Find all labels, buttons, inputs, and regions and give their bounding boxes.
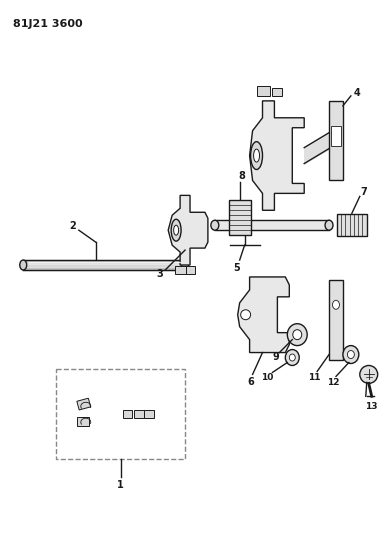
Bar: [56, 369, 185, 459]
Polygon shape: [168, 196, 208, 265]
Text: 13: 13: [365, 402, 378, 411]
Ellipse shape: [333, 300, 340, 309]
Bar: [337, 214, 367, 236]
Bar: [144, 410, 154, 418]
Ellipse shape: [347, 351, 354, 359]
Bar: [329, 101, 343, 181]
Bar: [256, 86, 270, 96]
Bar: [77, 417, 89, 426]
Text: 2: 2: [69, 221, 76, 231]
Ellipse shape: [289, 354, 295, 361]
Bar: [329, 280, 343, 360]
Ellipse shape: [174, 225, 178, 235]
Ellipse shape: [20, 260, 27, 270]
Polygon shape: [249, 101, 304, 211]
Text: 7: 7: [360, 188, 367, 197]
Text: 5: 5: [233, 263, 240, 273]
Ellipse shape: [325, 220, 333, 230]
Text: 9: 9: [272, 352, 279, 361]
Ellipse shape: [182, 260, 189, 270]
Bar: [272, 88, 282, 96]
Polygon shape: [238, 277, 289, 352]
Circle shape: [360, 366, 378, 383]
Bar: [175, 266, 187, 274]
Text: 12: 12: [327, 378, 339, 387]
Text: 3: 3: [157, 269, 164, 279]
Ellipse shape: [171, 219, 181, 241]
Text: 11: 11: [308, 373, 320, 382]
Circle shape: [241, 310, 251, 320]
Text: 81J21 3600: 81J21 3600: [13, 19, 83, 29]
Ellipse shape: [285, 350, 299, 366]
Bar: [331, 126, 341, 146]
Ellipse shape: [251, 142, 263, 169]
Text: 8: 8: [238, 172, 245, 181]
Text: 4: 4: [353, 88, 360, 98]
Text: 6: 6: [247, 377, 254, 387]
Bar: [186, 266, 195, 274]
Bar: [229, 200, 251, 235]
Bar: [134, 410, 144, 418]
Text: 1: 1: [117, 480, 124, 490]
Ellipse shape: [288, 324, 307, 345]
Ellipse shape: [293, 330, 302, 340]
Text: 10: 10: [261, 373, 274, 382]
Bar: [77, 398, 91, 410]
Bar: [123, 410, 132, 418]
Ellipse shape: [343, 345, 359, 364]
Ellipse shape: [254, 149, 260, 162]
Ellipse shape: [211, 220, 219, 230]
